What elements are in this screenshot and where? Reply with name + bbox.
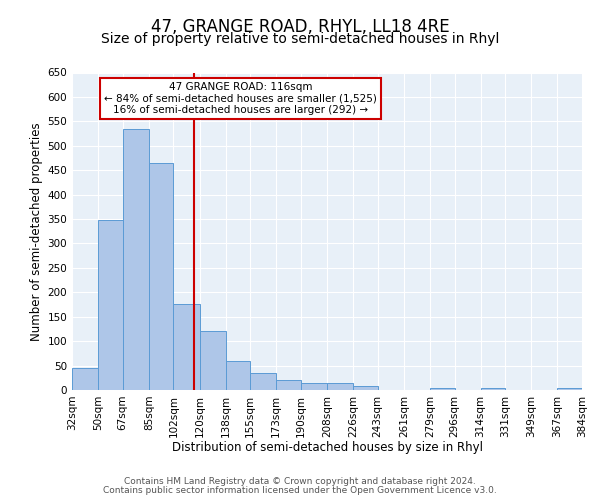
Bar (149, 163, 173, 390)
Bar (98, 220, 123, 390)
Bar (72, 368, 98, 390)
Bar (301, 383, 327, 390)
Text: 47 GRANGE ROAD: 116sqm
← 84% of semi-detached houses are smaller (1,525)
16% of : 47 GRANGE ROAD: 116sqm ← 84% of semi-det… (104, 82, 377, 115)
Bar (353, 386, 378, 390)
Bar (557, 388, 582, 390)
Bar (276, 380, 301, 390)
Bar (327, 383, 353, 390)
Bar (250, 373, 276, 390)
Bar (226, 360, 250, 390)
Text: 47, GRANGE ROAD, RHYL, LL18 4RE: 47, GRANGE ROAD, RHYL, LL18 4RE (151, 18, 449, 36)
X-axis label: Distribution of semi-detached houses by size in Rhyl: Distribution of semi-detached houses by … (172, 441, 482, 454)
Y-axis label: Number of semi-detached properties: Number of semi-detached properties (30, 122, 43, 340)
Text: Size of property relative to semi-detached houses in Rhyl: Size of property relative to semi-detach… (101, 32, 499, 46)
Text: Contains public sector information licensed under the Open Government Licence v3: Contains public sector information licen… (103, 486, 497, 495)
Bar (123, 128, 149, 390)
Text: Contains HM Land Registry data © Crown copyright and database right 2024.: Contains HM Land Registry data © Crown c… (124, 477, 476, 486)
Bar (199, 332, 226, 390)
Bar (430, 388, 455, 390)
Bar (481, 388, 505, 390)
Bar (173, 304, 199, 390)
